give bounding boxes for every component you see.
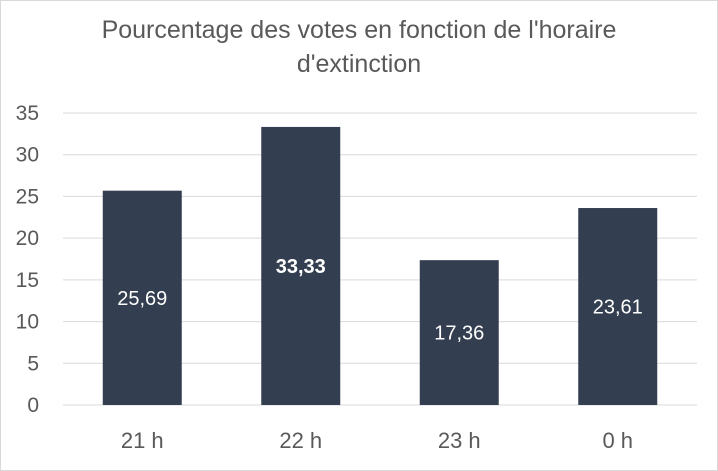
- data-label-1: 25,69: [117, 288, 167, 310]
- x-axis: 21 h 22 h 23 h 0 h: [121, 428, 633, 453]
- y-tick-label: 20: [16, 227, 39, 250]
- data-label-2: 33,33: [276, 256, 326, 278]
- y-tick-label: 35: [16, 102, 39, 125]
- y-tick-label: 0: [27, 394, 39, 417]
- x-tick-label-3: 23 h: [438, 428, 481, 453]
- y-tick-label: 30: [16, 144, 39, 167]
- data-labels: 25,69 33,33 17,36 23,61: [117, 256, 643, 345]
- x-tick-label-1: 21 h: [121, 428, 164, 453]
- y-tick-label: 15: [16, 269, 39, 292]
- y-axis: 0 5 10 15 20 25 30 35: [16, 102, 39, 417]
- y-tick-label: 10: [16, 311, 39, 334]
- bars: [102, 126, 658, 406]
- data-label-4: 23,61: [593, 297, 643, 319]
- y-tick-label: 25: [16, 185, 39, 208]
- y-tick-label: 5: [27, 352, 39, 375]
- bar-3: [419, 260, 499, 405]
- bar-4: [578, 208, 658, 405]
- x-tick-label-2: 22 h: [279, 428, 322, 453]
- bar-1: [102, 190, 182, 405]
- data-label-3: 17,36: [434, 323, 484, 345]
- bar-2: [261, 126, 341, 406]
- chart-title-line-1: Pourcentage des votes en fonction de l'h…: [101, 16, 617, 44]
- x-tick-label-4: 0 h: [602, 428, 633, 453]
- chart-title-line-2: d'extinction: [296, 50, 422, 78]
- chart-title: Pourcentage des votes en fonction de l'h…: [1, 13, 717, 81]
